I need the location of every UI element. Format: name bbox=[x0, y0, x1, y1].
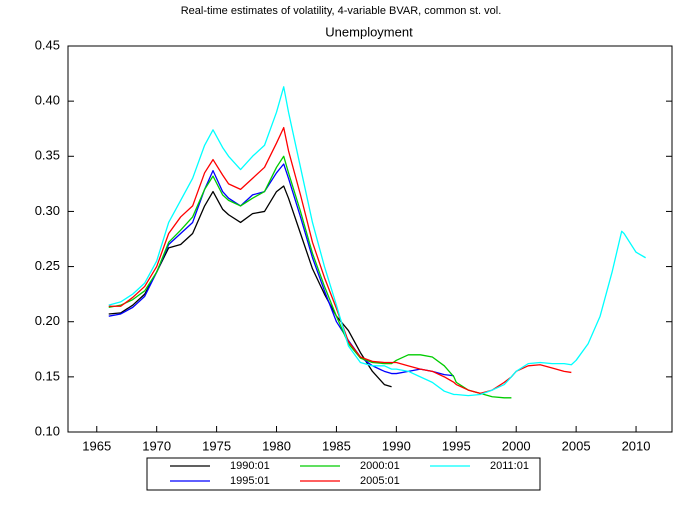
legend-label: 2011:01 bbox=[490, 460, 529, 472]
legend-box bbox=[146, 457, 541, 491]
x-tick-label: 2005 bbox=[562, 438, 591, 453]
x-tick-label: 1980 bbox=[262, 438, 291, 453]
x-tick-label: 1995 bbox=[442, 438, 471, 453]
series-line bbox=[108, 86, 646, 397]
plot-frame bbox=[67, 45, 673, 433]
y-tick-label: 0.15 bbox=[35, 368, 60, 383]
x-tick-label: 1990 bbox=[382, 438, 411, 453]
y-tick-label: 0.30 bbox=[35, 203, 60, 218]
x-tick-label: 2000 bbox=[502, 438, 531, 453]
series-line bbox=[108, 185, 392, 388]
y-tick-label: 0.45 bbox=[35, 37, 60, 52]
series-line bbox=[108, 163, 454, 377]
legend-label: 2005:01 bbox=[360, 475, 400, 487]
legend-label: 1990:01 bbox=[230, 460, 270, 472]
y-tick-label: 0.35 bbox=[35, 148, 60, 163]
x-tick-label: 1975 bbox=[202, 438, 231, 453]
series-line bbox=[108, 126, 572, 395]
series-line bbox=[108, 155, 512, 399]
x-tick-label: 2010 bbox=[622, 438, 651, 453]
chart-title: Real-time estimates of volatility, 4-var… bbox=[181, 5, 502, 17]
y-tick-label: 0.25 bbox=[35, 258, 60, 273]
y-tick-label: 0.10 bbox=[35, 423, 60, 438]
legend-label: 1995:01 bbox=[230, 475, 270, 487]
x-tick-label: 1970 bbox=[142, 438, 171, 453]
legend-label: 2000:01 bbox=[360, 460, 400, 472]
chart-subtitle: Unemployment bbox=[325, 24, 413, 39]
y-tick-label: 0.40 bbox=[35, 93, 60, 108]
x-tick-label: 1965 bbox=[82, 438, 111, 453]
x-tick-label: 1985 bbox=[322, 438, 351, 453]
y-tick-label: 0.20 bbox=[35, 313, 60, 328]
